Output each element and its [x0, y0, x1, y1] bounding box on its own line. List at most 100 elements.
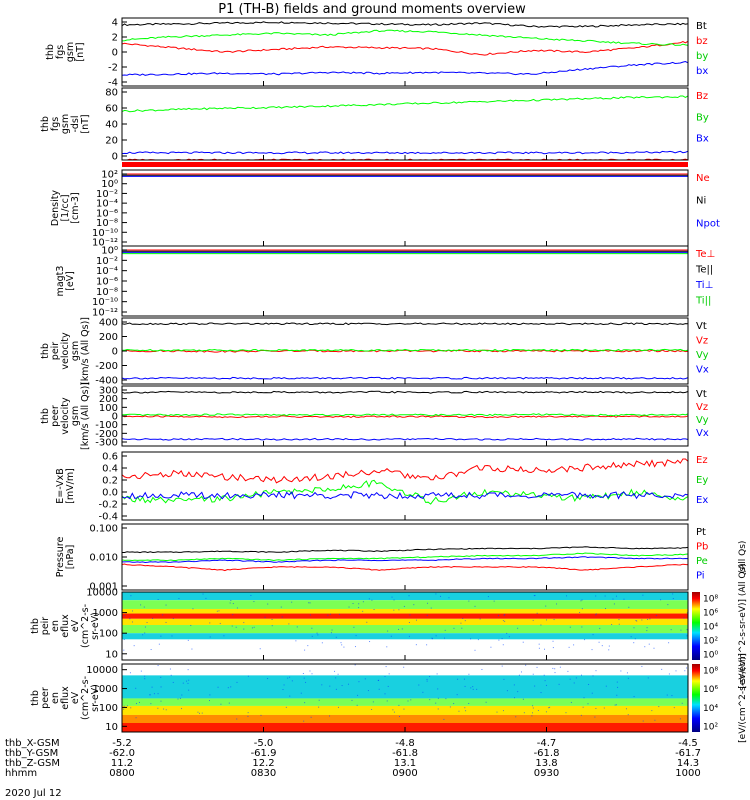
heatmap-speckle — [435, 635, 437, 637]
heatmap-speckle — [170, 674, 172, 676]
heatmap-speckle — [672, 598, 674, 600]
heatmap-speckle — [618, 619, 620, 621]
heatmap-speckle — [470, 638, 472, 640]
y-axis-label: -dsl — [70, 115, 81, 132]
heatmap-speckle — [435, 593, 437, 595]
x-row-value: 11.2 — [111, 758, 133, 769]
y-tick-label: 1000 — [93, 608, 118, 619]
heatmap-speckle — [171, 635, 173, 637]
figure-title: P1 (TH-B) fields and ground moments over… — [218, 2, 526, 17]
x-row-value: 0830 — [251, 768, 276, 779]
heatmap-speckle — [437, 697, 439, 699]
heatmap-speckle — [369, 641, 371, 643]
heatmap-speckle — [353, 626, 355, 628]
heatmap-speckle — [477, 639, 479, 641]
heatmap-speckle — [288, 623, 290, 625]
heatmap-speckle — [187, 639, 189, 641]
heatmap-speckle — [684, 670, 686, 672]
heatmap-speckle — [617, 686, 619, 688]
heatmap-speckle — [616, 694, 618, 696]
y-tick-label: 10⁻¹² — [92, 238, 118, 249]
heatmap-speckle — [626, 672, 628, 674]
heatmap-speckle — [456, 694, 458, 696]
heatmap-speckle — [413, 604, 415, 606]
y-tick-label: 100 — [99, 703, 118, 714]
heatmap-speckle — [329, 685, 331, 687]
date-label: 2020 Jul 12 — [5, 788, 62, 799]
heatmap-speckle — [149, 694, 151, 696]
heatmap-speckle — [532, 707, 534, 709]
heatmap-speckle — [540, 624, 542, 626]
heatmap-speckle — [618, 623, 620, 625]
y-axis-label: gsm — [60, 114, 71, 134]
y-tick-label: 10⁻⁶ — [96, 208, 118, 219]
heatmap-speckle — [123, 649, 125, 651]
heatmap-speckle — [558, 683, 560, 685]
y-tick-label: 80 — [105, 88, 118, 99]
heatmap-speckle — [636, 620, 638, 622]
heatmap-speckle — [453, 627, 455, 629]
y-tick-label: 0.0 — [102, 488, 118, 499]
heatmap-speckle — [686, 635, 688, 637]
heatmap-speckle — [358, 607, 360, 609]
heatmap-speckle — [259, 648, 261, 650]
panel-density: Ne Ni Npot 10²10⁰10⁻²10⁻⁴10⁻⁶10⁻⁸10⁻¹⁰10⁻¹²… — [50, 169, 720, 249]
heatmap-speckle — [633, 627, 635, 629]
heatmap-speckle — [464, 620, 466, 622]
heatmap-speckle — [591, 649, 593, 651]
heatmap-speckle — [143, 606, 145, 608]
y-tick-label: -200 — [95, 429, 118, 440]
heatmap-speckle — [439, 595, 441, 597]
heatmap-speckle — [625, 708, 627, 710]
heatmap-speckle — [253, 601, 255, 603]
heatmap-speckle — [649, 618, 651, 620]
y-tick-label: 0.2 — [102, 476, 118, 487]
heatmap-speckle — [686, 612, 688, 614]
heatmap-speckle — [641, 619, 643, 621]
heatmap-speckle — [232, 614, 234, 616]
heatmap-speckle — [681, 702, 683, 704]
heatmap-speckle — [138, 701, 140, 703]
heatmap-speckle — [465, 710, 467, 712]
heatmap-speckle — [283, 684, 285, 686]
heatmap-speckle — [393, 711, 395, 713]
colorbar-tick-label: 10⁰ — [703, 651, 718, 661]
heatmap-speckle — [384, 693, 386, 695]
heatmap-speckle — [282, 689, 284, 691]
y-axis-label: [cm-3] — [70, 192, 81, 223]
heatmap-speckle — [461, 627, 463, 629]
heatmap-speckle — [493, 600, 495, 602]
heatmap-speckle — [472, 688, 474, 690]
y-tick-label: 10000 — [86, 588, 118, 599]
heatmap-speckle — [534, 685, 536, 687]
heatmap-speckle — [595, 613, 597, 615]
heatmap-speckle — [673, 707, 675, 709]
heatmap-speckle — [160, 700, 162, 702]
y-axis-label: thb — [30, 618, 41, 634]
heatmap-speckle — [172, 618, 174, 620]
panel-frame — [121, 385, 689, 447]
y-tick-label: 20 — [105, 136, 118, 147]
heatmap-speckle — [150, 649, 152, 651]
heatmap-speckle — [285, 706, 287, 708]
heatmap-speckle — [565, 712, 567, 714]
heatmap-speckle — [628, 606, 630, 608]
heatmap-speckle — [474, 605, 476, 607]
x-row-value: -5.0 — [254, 738, 274, 749]
heatmap-speckle — [393, 609, 395, 611]
heatmap-speckle — [615, 704, 617, 706]
heatmap-speckle — [393, 599, 395, 601]
heatmap-speckle — [641, 665, 643, 667]
y-axis-label: sr-eV) — [90, 684, 101, 712]
y-axis-label: thb — [45, 44, 56, 60]
heatmap-speckle — [181, 708, 183, 710]
heatmap-speckle — [202, 593, 204, 595]
heatmap-band — [122, 664, 688, 676]
panel-fgs: Bt bz by bx 4 2 0 -2 -4 thb fgs gsm [nT] — [45, 17, 708, 89]
heatmap-speckle — [373, 609, 375, 611]
heatmap-speckle — [330, 632, 332, 634]
heatmap-speckle — [123, 708, 125, 710]
heatmap-speckle — [522, 641, 524, 643]
y-tick-label: 300 — [99, 386, 118, 397]
x-axis-table: thb_X-GSM -5.2 -5.0 -4.8 -4.7 -4.5 thb_Y-GSM -6… — [5, 738, 701, 779]
